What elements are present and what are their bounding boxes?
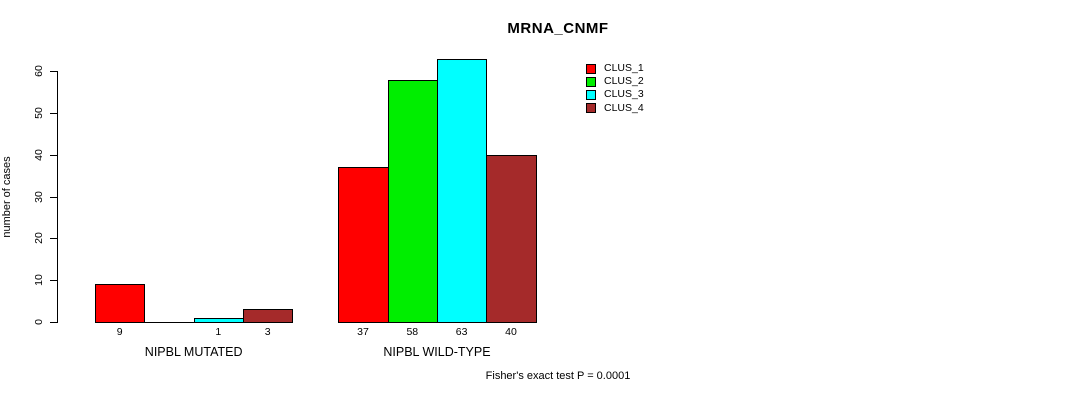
bar-clus_2 xyxy=(387,79,438,323)
bar-value-label: 40 xyxy=(505,326,517,338)
legend: CLUS_1 CLUS_2 CLUS_3 CLUS_4 xyxy=(586,62,644,115)
bar-value-label: 1 xyxy=(215,326,222,338)
bar-clus_4 xyxy=(242,309,294,323)
y-axis-tick-label: 50 xyxy=(33,107,45,119)
y-axis-tick-label: 30 xyxy=(33,190,45,203)
y-axis-label: number of cases xyxy=(1,156,13,238)
y-axis-tick-label: 20 xyxy=(33,232,45,245)
y-axis-tick-label: 10 xyxy=(33,274,45,287)
legend-color-swatch xyxy=(586,103,596,114)
bar-value-label: 9 xyxy=(116,326,123,338)
legend-item: CLUS_3 xyxy=(586,88,644,101)
y-axis-tick xyxy=(50,154,57,156)
y-axis-tick xyxy=(50,238,57,240)
x-group-label: NIPBL MUTATED xyxy=(144,345,243,359)
bar-value-label: 58 xyxy=(406,326,419,338)
legend-item: CLUS_1 xyxy=(586,62,644,75)
bar-value-label: 37 xyxy=(357,326,369,338)
legend-item: CLUS_4 xyxy=(586,102,644,115)
bar-clus_4 xyxy=(486,154,537,323)
bar-clus_1 xyxy=(95,284,146,323)
bar-value-label: 3 xyxy=(264,326,271,338)
y-axis-tick xyxy=(50,196,57,198)
y-axis-tick-label: 40 xyxy=(33,148,45,161)
y-axis-tick xyxy=(50,113,57,114)
bar-clus_3 xyxy=(436,58,488,323)
y-axis-line xyxy=(57,71,58,323)
y-axis-tick-label: 60 xyxy=(33,65,45,78)
legend-item-label: CLUS_4 xyxy=(604,101,644,114)
legend-color-swatch xyxy=(586,63,596,74)
legend-item: CLUS_2 xyxy=(586,75,644,88)
bar-clus_3 xyxy=(193,317,244,323)
legend-item-label: CLUS_1 xyxy=(604,62,644,75)
bar-clus_1 xyxy=(338,167,389,323)
legend-color-swatch xyxy=(586,89,596,100)
y-axis-tick xyxy=(50,322,57,323)
annotation-fisher-test: Fisher's exact test P = 0.0001 xyxy=(485,370,631,382)
legend-color-swatch xyxy=(586,76,596,87)
y-axis-tick-label: 0 xyxy=(33,319,45,325)
bar-value-label: 63 xyxy=(455,326,468,338)
legend-item-label: CLUS_2 xyxy=(604,75,644,88)
x-group-label: NIPBL WILD-TYPE xyxy=(383,345,491,359)
y-axis-tick xyxy=(50,280,57,282)
y-axis-tick xyxy=(50,71,57,73)
chart-title: MRNA_CNMF xyxy=(507,20,609,37)
legend-item-label: CLUS_3 xyxy=(604,88,644,101)
